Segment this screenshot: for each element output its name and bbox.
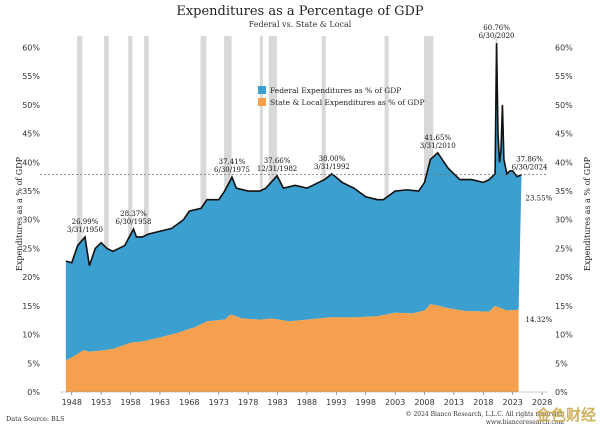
website-link[interactable]: www.biancoresearch.com (485, 419, 564, 426)
y-tick-right-3: 15% (555, 302, 573, 311)
y-tick-right-0: 0% (555, 388, 568, 397)
x-tick-label-7: 1983 (267, 398, 287, 407)
legend: Federal Expenditures as % of GDP State &… (258, 84, 425, 108)
annotation-date-0: 3/31/1950 (67, 226, 103, 234)
x-tick-label-15: 2023 (503, 398, 523, 407)
annotation-date-1: 6/30/1958 (116, 218, 152, 226)
x-tick-label-6: 1978 (238, 398, 258, 407)
y-tick-right-10: 50% (555, 101, 573, 110)
y-tick-left-6: 30% (22, 216, 40, 225)
y-tick-right-4: 20% (555, 273, 573, 282)
x-tick-label-10: 1998 (356, 398, 376, 407)
y-tick-left-2: 10% (22, 331, 40, 340)
legend-item-state: State & Local Expenditures as % of GDP (258, 96, 425, 108)
legend-item-federal: Federal Expenditures as % of GDP (258, 84, 425, 96)
y-tick-right-12: 60% (555, 43, 573, 52)
x-tick-label-11: 2003 (385, 398, 405, 407)
x-tick-label-12: 2008 (414, 398, 434, 407)
y-tick-right-6: 30% (555, 216, 573, 225)
x-tick-label-3: 1963 (150, 398, 170, 407)
footer-credits: © 2024 Bianco Research, L.L.C. All right… (406, 411, 564, 427)
x-tick-label-2: 1958 (120, 398, 140, 407)
x-tick-label-9: 1993 (326, 398, 346, 407)
x-tick-label-0: 1948 (62, 398, 82, 407)
y-tick-left-12: 60% (22, 43, 40, 52)
y-tick-left-1: 5% (27, 359, 40, 368)
recession-band-0 (77, 36, 83, 392)
recession-band-3 (144, 36, 149, 392)
annotation-value-5: 41.65% (424, 134, 451, 142)
legend-label-state: State & Local Expenditures as % of GDP (270, 97, 425, 107)
legend-swatch-federal (258, 86, 266, 94)
annotation-date-2: 6/30/1975 (214, 166, 250, 174)
federal-area (65, 43, 522, 361)
annotation-value-7: 37.86% (516, 156, 543, 164)
annotation-date-5: 3/31/2010 (420, 142, 456, 150)
y-tick-right-2: 10% (555, 331, 573, 340)
y-tick-left-11: 55% (22, 72, 40, 81)
x-tick-label-8: 1988 (297, 398, 317, 407)
y-tick-right-9: 45% (555, 130, 573, 139)
legend-label-federal: Federal Expenditures as % of GDP (270, 85, 402, 95)
copyright-text: © 2024 Bianco Research, L.L.C. All right… (405, 411, 564, 418)
recession-band-2 (128, 36, 133, 392)
annotation-value-2: 37.41% (219, 158, 246, 166)
y-tick-left-4: 20% (22, 273, 40, 282)
recession-band-1 (104, 36, 109, 392)
annotation-date-4: 3/31/1992 (314, 163, 350, 171)
y-tick-right-8: 40% (555, 158, 573, 167)
annotation-date-7: 6/30/2024 (512, 164, 548, 172)
annotation-value-4: 38.00% (319, 155, 346, 163)
x-tick-label-5: 1973 (209, 398, 229, 407)
annotation-date-3: 12/31/1982 (257, 165, 297, 173)
watermark-logo: 金色财经 (535, 406, 596, 424)
y-tick-right-1: 5% (555, 359, 568, 368)
y-axis-label-left: Expenditures as a % of GDP (15, 156, 24, 271)
x-tick-label-14: 2018 (473, 398, 493, 407)
state-area (65, 304, 519, 392)
end-label-state: 14.32% (526, 316, 553, 324)
y-tick-left-10: 50% (22, 101, 40, 110)
y-tick-left-0: 0% (27, 388, 40, 397)
annotation-value-0: 26.99% (72, 218, 99, 226)
chart-title: Expenditures as a Percentage of GDP (176, 4, 424, 19)
legend-swatch-state (258, 98, 266, 106)
x-tick-label-13: 2013 (444, 398, 464, 407)
chart-subtitle: Federal vs. State & Local (248, 20, 352, 29)
annotation-value-1: 28.37% (120, 210, 147, 218)
axes: 0% 0% 5% 5% 10% 10% 15% 15% 20% 20% 25% 25% 30% 30% 35… (15, 43, 592, 407)
total-expenditure-line (65, 43, 522, 266)
y-tick-left-8: 40% (22, 158, 40, 167)
data-source: Data Source: BLS (6, 415, 65, 423)
end-label-federal: 23.55% (526, 195, 553, 203)
x-tick-label-4: 1968 (179, 398, 199, 407)
area-series (65, 43, 522, 392)
annotations: 26.99%3/31/195028.37%6/30/195837.41%6/30… (67, 24, 553, 324)
x-tick-label-1: 1953 (91, 398, 111, 407)
total-line (65, 43, 522, 266)
y-tick-left-9: 45% (22, 130, 40, 139)
annotation-date-6: 6/30/2020 (479, 32, 515, 40)
y-tick-left-7: 35% (22, 187, 40, 196)
y-tick-left-5: 25% (22, 244, 40, 253)
y-tick-right-11: 55% (555, 72, 573, 81)
annotation-value-6: 60.76% (483, 24, 510, 32)
annotation-value-3: 37.66% (264, 157, 291, 165)
x-tick-label-16: 2028 (532, 398, 552, 407)
y-tick-right-5: 25% (555, 244, 573, 253)
y-tick-right-7: 35% (555, 187, 573, 196)
y-tick-left-3: 15% (22, 302, 40, 311)
y-axis-label-right: Expenditures as a % of GDP (583, 156, 592, 271)
